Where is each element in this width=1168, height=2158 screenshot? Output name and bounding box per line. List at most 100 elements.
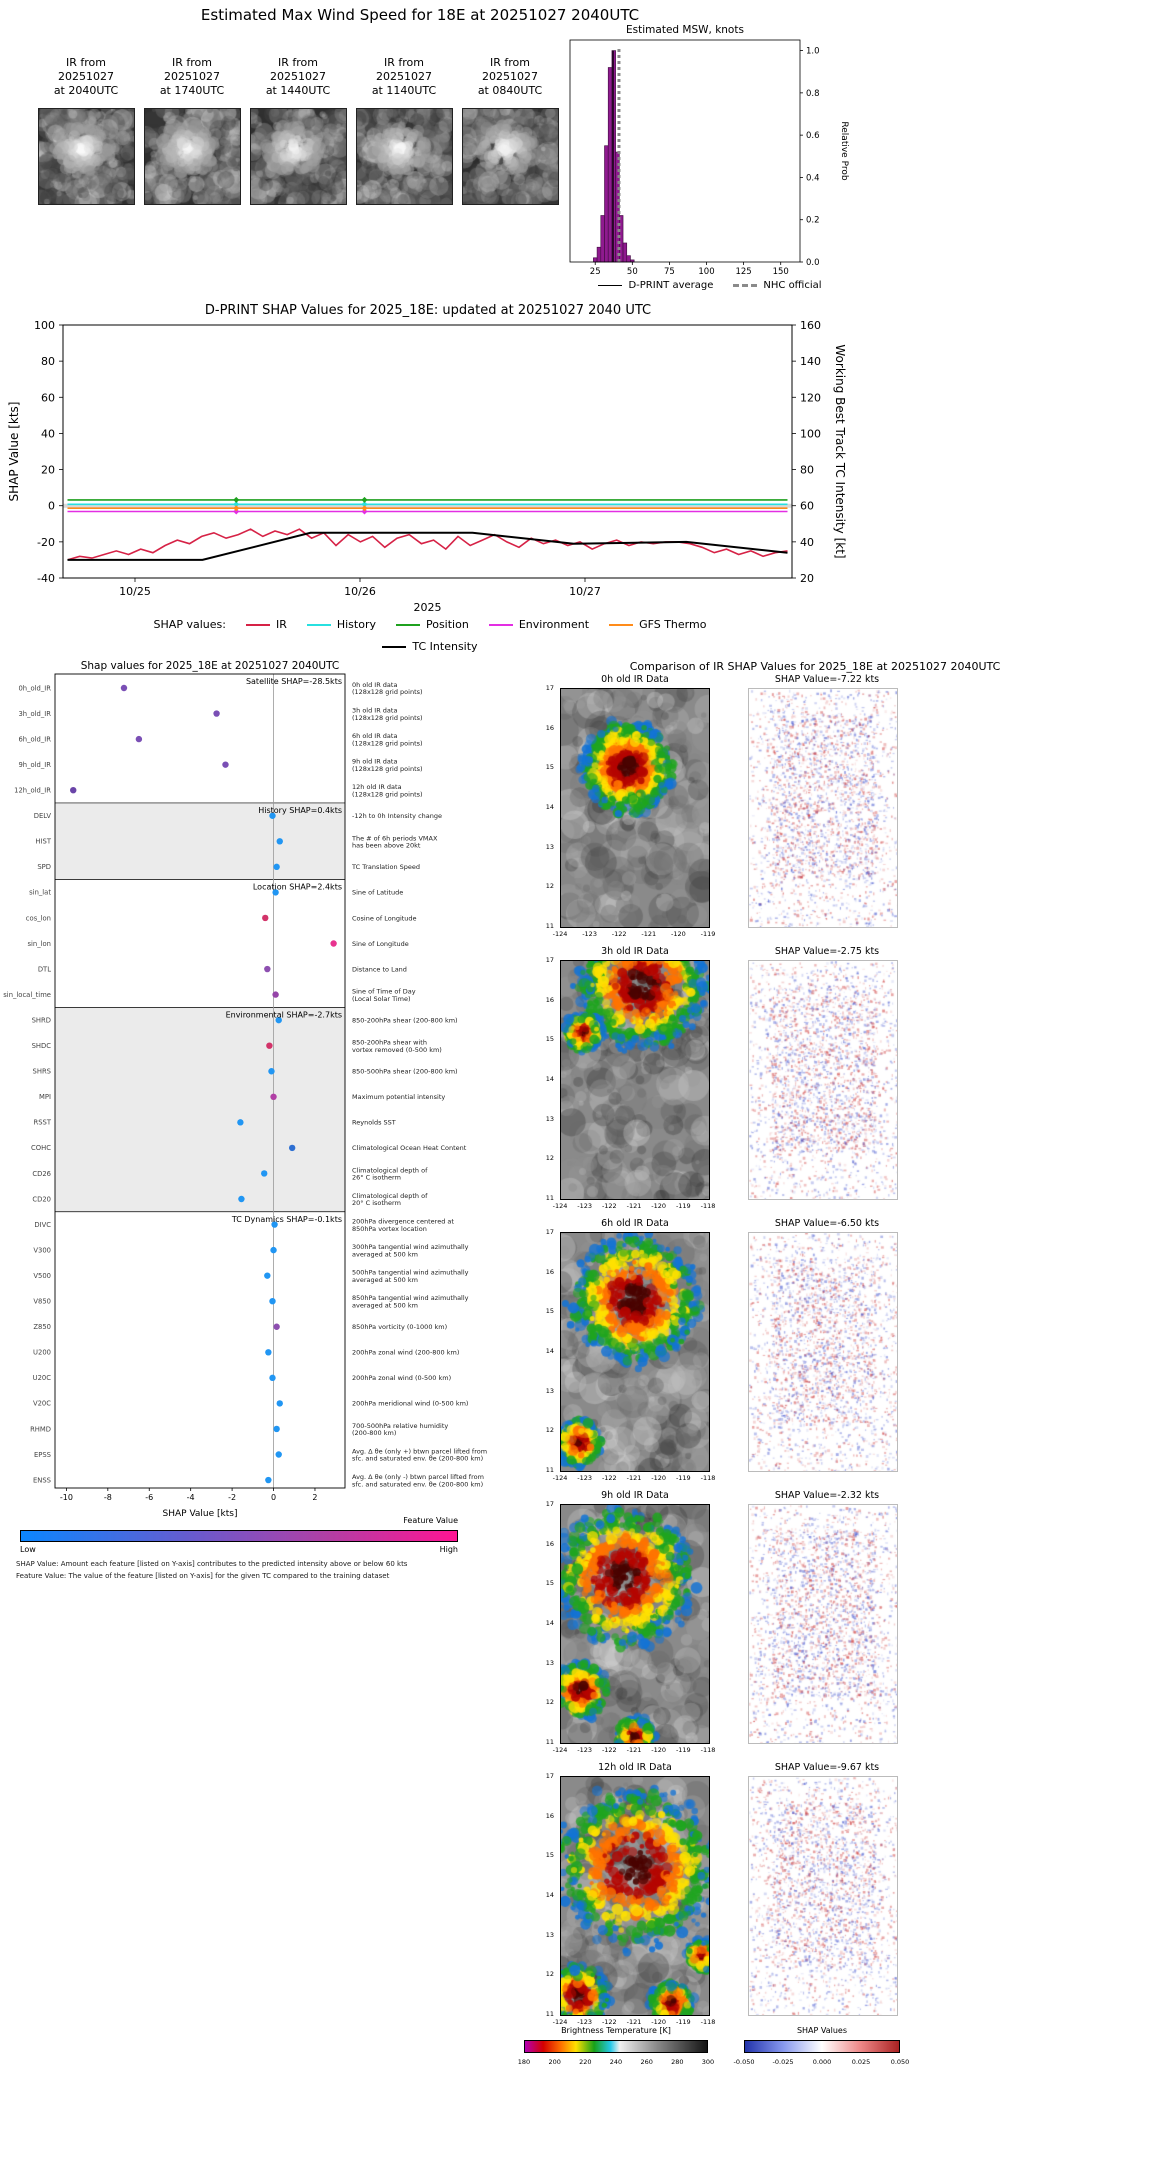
legend-label: Position bbox=[425, 618, 469, 631]
lat-tick-label: 13 bbox=[545, 1114, 554, 1123]
timeseries-legend-row1: SHAP values: IR History Position Environment… bbox=[40, 618, 820, 631]
lon-tick-label: -122 bbox=[601, 1202, 617, 1210]
lat-tick-label: 17 bbox=[545, 1772, 554, 1780]
solid-line-swatch bbox=[598, 285, 623, 286]
lat-tick-label: 14 bbox=[545, 803, 554, 811]
section-shade bbox=[55, 802, 345, 880]
lon-tick-label: -120 bbox=[651, 1202, 667, 1210]
feature-dot bbox=[269, 1374, 276, 1382]
lon-tick-label: -124 bbox=[552, 1474, 568, 1482]
right-tick-label: 60 bbox=[800, 500, 814, 513]
lat-tick-label: 11 bbox=[545, 1466, 554, 1474]
feature-label: Z850 bbox=[33, 1323, 51, 1331]
lat-tick-label: 14 bbox=[545, 1619, 554, 1627]
legend-label: IR bbox=[275, 618, 287, 631]
y-tick-label: 0.0 bbox=[806, 258, 820, 268]
feature-dot bbox=[275, 1451, 282, 1458]
shap-cbar-tick-label: -0.050 bbox=[733, 2058, 755, 2066]
shap-value-image bbox=[748, 1504, 898, 1744]
x-tick-label: -4 bbox=[187, 1493, 195, 1502]
histogram-bar bbox=[622, 242, 628, 263]
lon-tick-label: -119 bbox=[675, 1746, 691, 1754]
feature-label: ENSS bbox=[33, 1476, 51, 1484]
left-tick-label: 0 bbox=[48, 500, 55, 513]
left-tick-label: -20 bbox=[37, 536, 55, 549]
ir-shap-comparison-title: Comparison of IR SHAP Values for 2025_18… bbox=[629, 660, 1001, 673]
x-tick-label: 25 bbox=[590, 267, 601, 276]
y-tick-label: 0.4 bbox=[806, 173, 820, 183]
feature-label: 0h_old_IR bbox=[18, 684, 51, 692]
feature-dot bbox=[269, 812, 276, 819]
shap-value-image bbox=[748, 688, 898, 928]
shap-dotplot-chart: 0h_old_IR 0h old IR data (128x128 grid poi… bbox=[3, 673, 487, 1519]
feature-label: V850 bbox=[33, 1298, 51, 1306]
feature-label: HIST bbox=[35, 838, 51, 846]
lat-tick-label: 12 bbox=[545, 1970, 554, 1979]
histogram-bar bbox=[596, 246, 602, 263]
lon-tick-label: -119 bbox=[675, 1474, 691, 1482]
legend-item-gfs-thermo: GFS Thermo bbox=[609, 618, 706, 631]
ir-data-title: 9h old IR Data bbox=[601, 1490, 669, 1501]
lat-tick-label: 13 bbox=[545, 842, 554, 851]
ir-thumbnail-image bbox=[356, 108, 453, 205]
right-tick-label: 120 bbox=[800, 391, 821, 404]
section-shade bbox=[55, 1007, 345, 1212]
feature-label: V500 bbox=[33, 1272, 51, 1280]
feature-dot bbox=[330, 940, 337, 947]
feature-desc: 850-200hPa shear (200-800 km) bbox=[352, 1016, 458, 1024]
feature-desc: 200hPa meridional wind (0-500 km) bbox=[352, 1400, 468, 1408]
feature-desc: 850-200hPa shear with vortex removed (0-5… bbox=[352, 1039, 442, 1054]
feature-dot bbox=[264, 965, 271, 973]
lat-tick-label: 16 bbox=[545, 723, 554, 732]
feature-desc: 9h old IR data (128x128 grid points) bbox=[352, 758, 423, 773]
ir-thumb-label: IR from 20251027 at 1740UTC bbox=[159, 56, 225, 97]
lon-tick-label: -118 bbox=[700, 2018, 716, 2026]
shap-value-title: SHAP Value=-6.50 kts bbox=[774, 1218, 880, 1229]
lat-tick-label: 16 bbox=[545, 1267, 554, 1276]
feature-label: sin_lat bbox=[29, 889, 51, 897]
ir-data-title: 6h old IR Data bbox=[601, 1218, 669, 1229]
lon-tick-label: -119 bbox=[675, 2018, 691, 2026]
lat-tick-label: 17 bbox=[545, 956, 554, 964]
legend-label: History bbox=[336, 618, 376, 631]
shap-value-title: SHAP Value=-2.75 kts bbox=[774, 946, 880, 957]
feature-dot bbox=[135, 735, 143, 743]
feature-desc: Sine of Latitude bbox=[352, 889, 403, 897]
bt-tick-label: 200 bbox=[548, 2058, 561, 2066]
series-ir bbox=[67, 528, 788, 561]
y-tick-label: 0.6 bbox=[806, 131, 820, 141]
legend-line-swatch bbox=[609, 623, 634, 626]
lat-tick-label: 17 bbox=[545, 1500, 554, 1508]
bt-tick-label: 300 bbox=[701, 2058, 715, 2066]
ir-thumbnail-image bbox=[38, 108, 135, 205]
feature-label: CD26 bbox=[32, 1170, 51, 1178]
feature-desc: 200hPa zonal wind (0-500 km) bbox=[352, 1374, 451, 1382]
feature-desc: The # of 6h periods VMAX has been above 2… bbox=[351, 834, 438, 849]
ir-thumbnail-image bbox=[250, 108, 347, 205]
y-tick-label: 0.2 bbox=[806, 216, 820, 226]
legend-line-swatch bbox=[306, 623, 331, 626]
lat-tick-label: 12 bbox=[545, 1426, 554, 1435]
lat-tick-label: 12 bbox=[545, 1154, 554, 1163]
feature-desc: 850hPa vorticity (0-1000 km) bbox=[352, 1323, 447, 1331]
feature-dot bbox=[213, 710, 220, 717]
feature-desc: 12h old IR data (128x128 grid points) bbox=[352, 783, 423, 798]
feature-label: V20C bbox=[33, 1400, 51, 1408]
x-tick-label: 10/25 bbox=[119, 585, 151, 598]
ir-thumb-label: IR from 20251027 at 2040UTC bbox=[53, 56, 119, 97]
feature-dot bbox=[276, 1400, 283, 1407]
lon-tick-label: -122 bbox=[601, 1746, 617, 1754]
histogram-bar bbox=[607, 67, 613, 263]
x-tick-label: 50 bbox=[627, 267, 638, 276]
bt-tick-label: 240 bbox=[609, 2058, 623, 2066]
feature-label: SHRS bbox=[33, 1068, 51, 1076]
group-header: Location SHAP=2.4kts bbox=[253, 883, 342, 892]
feature-label: EPSS bbox=[34, 1451, 51, 1459]
left-tick-label: 20 bbox=[41, 464, 55, 477]
bt-tick-label: 220 bbox=[579, 2058, 592, 2066]
feature-desc: 6h old IR data (128x128 grid points) bbox=[352, 732, 423, 747]
x-tick-label: 75 bbox=[664, 267, 675, 276]
feature-desc: -12h to 0h Intensity change bbox=[352, 812, 442, 820]
group-header: History SHAP=0.4kts bbox=[258, 806, 342, 815]
shap-value-image bbox=[748, 1776, 898, 2016]
